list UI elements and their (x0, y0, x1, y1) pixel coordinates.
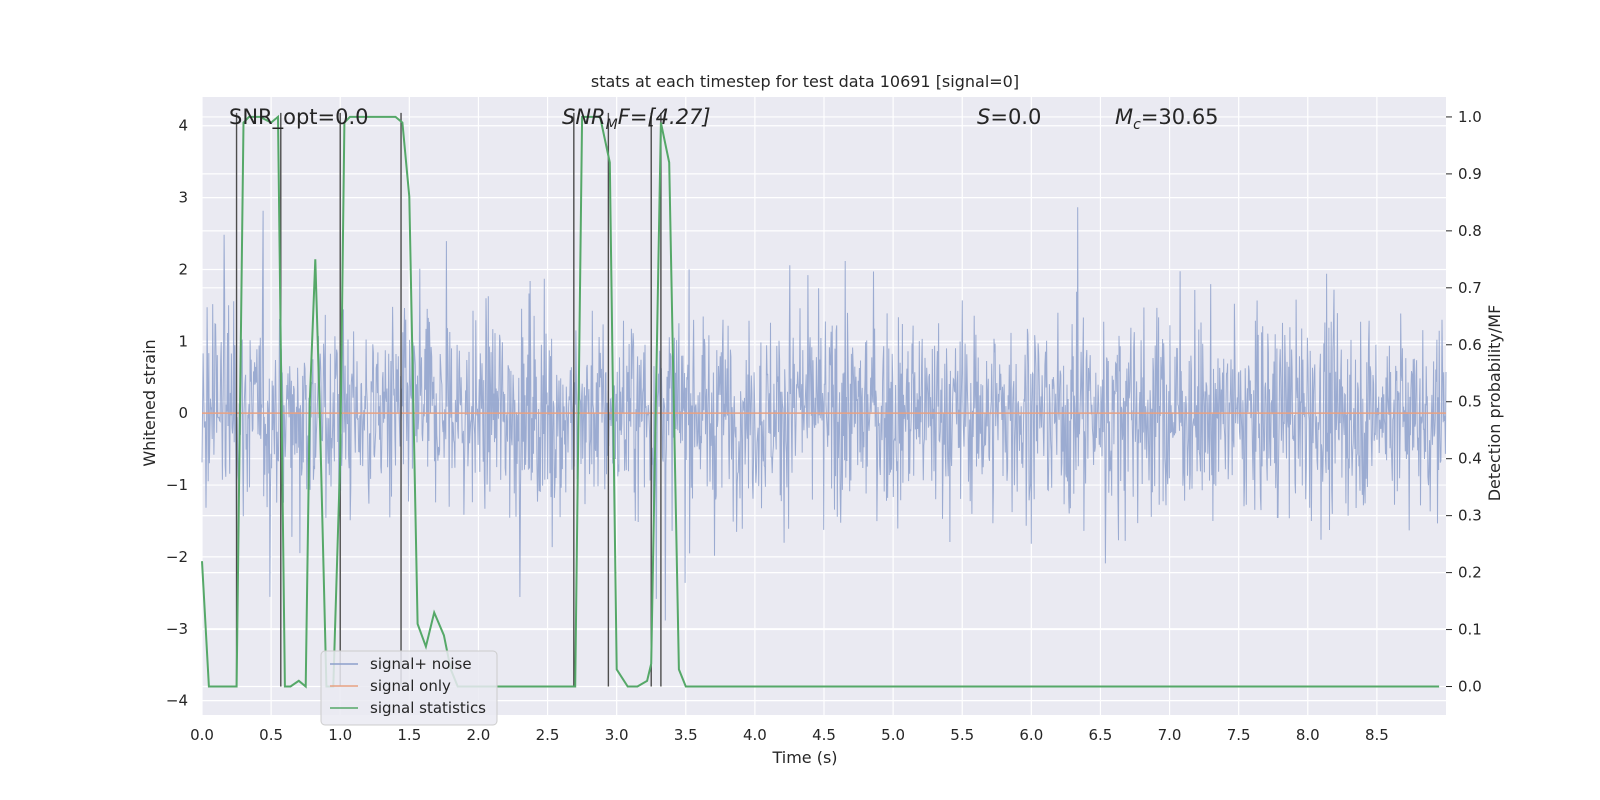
y-right-tick-label: 0.4 (1458, 450, 1482, 468)
y-right-tick-label: 0.9 (1458, 165, 1482, 183)
x-tick-label: 6.0 (1019, 726, 1043, 744)
y-right-tick-label: 0.7 (1458, 279, 1482, 297)
x-tick-label: 8.0 (1296, 726, 1320, 744)
annotation-s: S=0.0 (977, 105, 1041, 129)
legend-box (320, 650, 498, 726)
x-tick-label: 2.0 (467, 726, 491, 744)
legend: signal+ noise signal only signal statist… (320, 650, 498, 726)
y-right-tick-label: 1.0 (1458, 108, 1482, 126)
x-tick-labels: 0.0 0.5 1.0 1.5 2.0 2.5 3.0 3.5 4.0 4.5 5.0 5.5 6.0 6… (190, 726, 1389, 744)
x-tick-label: 0.0 (190, 726, 214, 744)
annotation-snr-mf: SNRMF=[4.27] (562, 105, 711, 133)
y-right-tick-label: 0.8 (1458, 222, 1482, 240)
x-tick-label: 5.5 (950, 726, 974, 744)
signal-statistics-series (201, 114, 1440, 689)
y-left-tick-label: 4 (178, 117, 188, 135)
x-axis-label: Time (s) (771, 748, 837, 767)
legend-label-signal-only: signal only (370, 677, 451, 695)
y-right-tick-label: 0.6 (1458, 336, 1482, 354)
x-tick-label: 1.0 (328, 726, 352, 744)
signal-noise-series (201, 207, 1447, 621)
y-left-tick-label: −2 (166, 548, 188, 566)
x-tick-label: 6.5 (1089, 726, 1113, 744)
y-right-tick-label: 0.5 (1458, 393, 1482, 411)
y-left-tick-label: −3 (166, 620, 188, 638)
y-left-tick-label: 3 (178, 189, 188, 207)
x-tick-label: 7.0 (1158, 726, 1182, 744)
annotation-mc: Mc=30.65 (1115, 105, 1219, 133)
x-tick-label: 8.5 (1365, 726, 1389, 744)
legend-label-signal-statistics: signal statistics (370, 699, 486, 717)
x-tick-label: 0.5 (259, 726, 283, 744)
y-left-tick-labels: 4 3 2 1 0 −1 −2 −3 −4 (166, 117, 188, 710)
y-right-tick-label: 0.2 (1458, 564, 1482, 582)
legend-label-signal-noise: signal+ noise (370, 655, 472, 673)
x-tick-label: 4.0 (743, 726, 767, 744)
y-right-tick-labels: 1.0 0.9 0.8 0.7 0.6 0.5 0.4 0.3 0.2 0.1 0.0 (1446, 108, 1482, 696)
chart-title: stats at each timestep for test data 106… (591, 72, 1019, 91)
x-tick-label: 7.5 (1227, 726, 1251, 744)
y-left-axis-label: Whitened strain (140, 339, 159, 466)
x-tick-label: 5.0 (881, 726, 905, 744)
x-tick-label: 3.0 (605, 726, 629, 744)
y-left-tick-label: 0 (178, 404, 188, 422)
y-right-tick-label: 0.1 (1458, 621, 1482, 639)
x-tick-label: 3.5 (674, 726, 698, 744)
y-right-tick-label: 0.3 (1458, 507, 1482, 525)
y-left-tick-label: 1 (178, 332, 188, 350)
annotation-snr-opt: SNR_opt=0.0 (229, 105, 369, 130)
y-right-axis-label: Detection probability/MF (1485, 305, 1504, 502)
y-left-tick-label: −4 (166, 692, 188, 710)
x-tick-label: 2.5 (536, 726, 560, 744)
noise-trace (201, 207, 1447, 621)
y-left-tick-label: −1 (166, 476, 188, 494)
x-tick-label: 4.5 (812, 726, 836, 744)
y-right-tick-label: 0.0 (1458, 678, 1482, 696)
x-tick-label: 1.5 (397, 726, 421, 744)
y-left-tick-label: 2 (178, 260, 188, 278)
